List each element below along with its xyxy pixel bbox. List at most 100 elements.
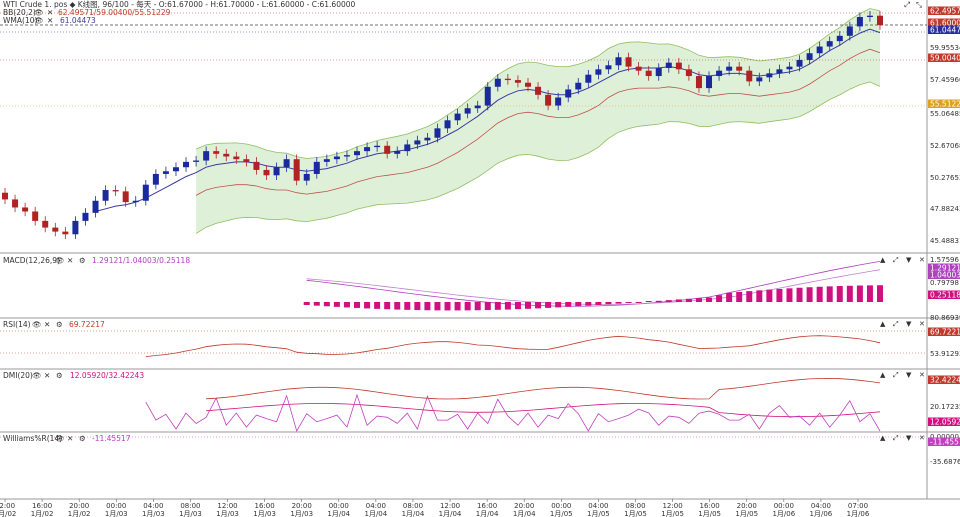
bollinger-upper-line bbox=[195, 8, 881, 159]
time-tick-label: 04:00 bbox=[588, 502, 608, 510]
macd-tag: 1.29121 bbox=[928, 263, 960, 273]
dmi-settings-icon[interactable]: ⚙ bbox=[56, 371, 63, 380]
expand-icon[interactable]: ⤢ bbox=[903, 0, 910, 9]
williams-axis: 0.00000 -35.68768 bbox=[930, 433, 960, 466]
candle bbox=[695, 71, 702, 93]
candle bbox=[826, 36, 833, 52]
candle bbox=[12, 194, 19, 213]
panel-control-icon[interactable]: ▼ bbox=[906, 320, 912, 328]
candle bbox=[193, 155, 200, 167]
date-tick-label: 1月/03 bbox=[142, 510, 165, 517]
macd-settings-icon[interactable]: ⚙ bbox=[79, 256, 86, 265]
candle bbox=[605, 60, 612, 75]
bb-eye-icon[interactable]: 👁 bbox=[34, 8, 44, 17]
candle bbox=[394, 146, 401, 159]
rsi-values: 69.72217 bbox=[69, 320, 105, 329]
macd-bar bbox=[806, 287, 813, 302]
candle bbox=[786, 61, 793, 75]
macd-bar bbox=[394, 302, 401, 310]
panel-control-icon[interactable]: ▲ bbox=[880, 434, 886, 442]
macd-bar bbox=[645, 301, 652, 302]
panel-control-icon[interactable]: ✕ bbox=[919, 256, 925, 264]
price-tag: 61.60000 bbox=[928, 18, 960, 28]
panel-control-icon[interactable]: ⤢ bbox=[893, 371, 899, 379]
macd-bar bbox=[313, 302, 320, 306]
panel-control-icon[interactable]: ▲ bbox=[880, 371, 886, 379]
macd-bar bbox=[494, 302, 501, 310]
symbol-info: WTI Crude 1. pos ◆ K线图, 96/100 - 每天 - O:… bbox=[3, 0, 356, 9]
macd-bar bbox=[736, 291, 743, 302]
macd-bar bbox=[766, 289, 773, 302]
macd-bar bbox=[354, 302, 361, 308]
panel-control-icon[interactable]: ▼ bbox=[906, 371, 912, 379]
bb-close-icon[interactable]: ✕ bbox=[47, 8, 53, 17]
panel-control-icon[interactable]: ▲ bbox=[880, 320, 886, 328]
candle bbox=[716, 65, 723, 81]
candle bbox=[866, 10, 873, 22]
panel-controls: ▲ ⤢ ▼ ✕ ▲ ⤢ ▼ ✕ ▲ ⤢ ▼ ✕ ▲ ⤢ ▼ ✕ bbox=[880, 256, 925, 442]
panel-control-icon[interactable]: ⤢ bbox=[893, 320, 899, 328]
candle bbox=[796, 55, 803, 72]
candle bbox=[384, 141, 391, 159]
dmi-close-icon[interactable]: ✕ bbox=[44, 371, 50, 380]
candle bbox=[152, 169, 159, 190]
williams-settings-icon[interactable]: ⚙ bbox=[79, 434, 86, 443]
candle bbox=[877, 10, 883, 30]
williams-r-line bbox=[145, 393, 881, 433]
wma-label: WMA(10) bbox=[3, 16, 37, 25]
date-tick-label: 1月/04 bbox=[513, 510, 536, 517]
candle bbox=[464, 103, 471, 119]
panel-control-icon[interactable]: ⤢ bbox=[893, 434, 899, 442]
macd-eye-icon[interactable]: 👁 bbox=[55, 256, 65, 265]
macd-bar bbox=[424, 302, 431, 311]
rsi-close-icon[interactable]: ✕ bbox=[44, 320, 50, 329]
bb-label: BB(20,2) bbox=[3, 8, 36, 17]
candle bbox=[736, 61, 743, 76]
macd-close-icon[interactable]: ✕ bbox=[67, 256, 73, 265]
candle bbox=[2, 188, 8, 205]
time-tick-label: 16:00 bbox=[700, 502, 720, 510]
candle bbox=[535, 82, 542, 100]
macd-values: 1.29121/1.04003/0.25118 bbox=[92, 256, 190, 265]
candle bbox=[655, 63, 662, 81]
candle bbox=[514, 75, 521, 88]
panel-control-icon[interactable]: ⤢ bbox=[893, 256, 899, 264]
panel-control-icon[interactable]: ✕ bbox=[919, 434, 925, 442]
candle bbox=[112, 185, 119, 197]
rsi-tags: 69.72217 bbox=[928, 327, 960, 337]
time-tick-label: 04:00 bbox=[811, 502, 831, 510]
williams-eye-icon[interactable]: 👁 bbox=[55, 434, 65, 443]
date-tick-label: 1月/05 bbox=[550, 510, 573, 517]
wma-close-icon[interactable]: ✕ bbox=[47, 16, 53, 25]
panel-control-icon[interactable]: ▼ bbox=[906, 434, 912, 442]
rsi-settings-icon[interactable]: ⚙ bbox=[56, 320, 63, 329]
candle bbox=[625, 52, 632, 72]
collapse-icon[interactable]: ⤡ bbox=[916, 0, 923, 9]
macd-bar bbox=[826, 286, 833, 302]
candle bbox=[62, 226, 69, 239]
candle bbox=[575, 78, 582, 95]
svg-text:0.25118: 0.25118 bbox=[930, 291, 960, 300]
panel-control-icon[interactable]: ▲ bbox=[880, 256, 886, 264]
macd-bar bbox=[535, 302, 542, 309]
williams-close-icon[interactable]: ✕ bbox=[67, 434, 73, 443]
panel-control-icon[interactable]: ✕ bbox=[919, 371, 925, 379]
rsi-eye-icon[interactable]: 👁 bbox=[32, 320, 42, 329]
macd-bar bbox=[464, 302, 471, 311]
wma-eye-icon[interactable]: 👁 bbox=[34, 16, 44, 25]
candle bbox=[303, 169, 310, 186]
candle bbox=[776, 64, 783, 79]
macd-bar bbox=[575, 302, 582, 307]
panel-control-icon[interactable]: ✕ bbox=[919, 320, 925, 328]
candle bbox=[474, 100, 481, 113]
panel-control-icon[interactable]: ▼ bbox=[906, 256, 912, 264]
dmi-label: DMI(20) bbox=[3, 371, 33, 380]
macd-bar bbox=[414, 302, 421, 311]
macd-line bbox=[306, 261, 881, 307]
macd-bar bbox=[454, 302, 461, 311]
dmi-eye-icon[interactable]: 👁 bbox=[32, 371, 42, 380]
macd-bar bbox=[504, 302, 511, 310]
date-tick-label: 1月/05 bbox=[624, 510, 647, 517]
